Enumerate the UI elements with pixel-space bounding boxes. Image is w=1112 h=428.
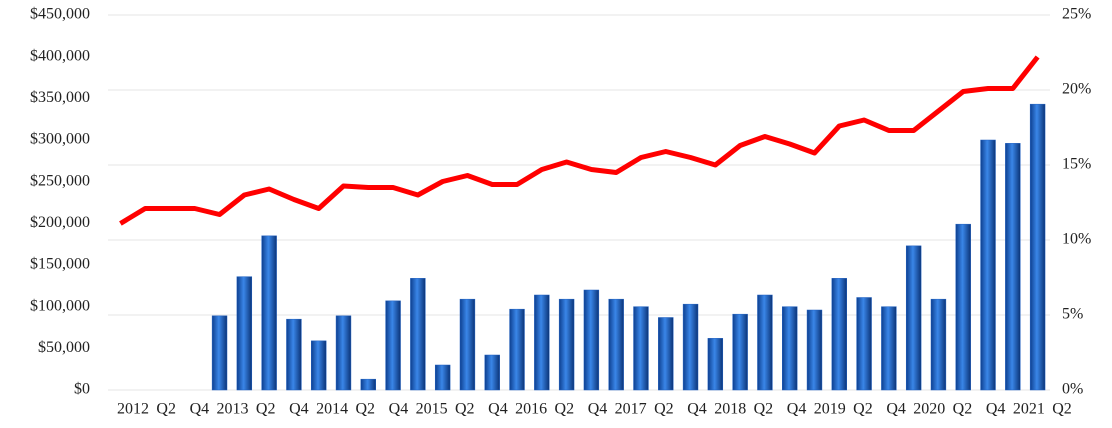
bar [757,294,773,391]
bar [1005,143,1021,391]
x-tick-label: Q2 [754,401,774,418]
bar [806,309,823,391]
x-tick-label: Q2 [1052,401,1072,418]
y2-tick-label: 5% [1062,306,1083,323]
bar [434,364,451,391]
bar [905,245,922,391]
bar [955,223,971,391]
y2-tick-label: 0% [1062,381,1083,398]
y-tick-label: $100,000 [30,297,90,314]
x-tick-label: Q2 [355,401,375,418]
y-tick-label: $200,000 [30,214,90,231]
bar [385,300,401,391]
x-tick-label: Q4 [190,401,210,418]
y-tick-label: $0 [74,381,90,398]
bar [608,298,624,391]
line [119,55,1040,226]
bar [211,315,228,391]
x-tick-label: 2014 [316,401,348,418]
x-tick-label: 2019 [814,401,846,418]
x-tick-label: Q2 [555,401,575,418]
x-tick-label: 2016 [515,401,547,418]
bar [881,306,897,391]
bar [360,378,376,391]
y2-tick-label: 15% [1062,156,1091,173]
x-tick-label: Q4 [588,401,608,418]
x-tick-label: Q2 [455,401,475,418]
bar [707,338,724,391]
bar [1029,103,1046,391]
x-tick-label: Q2 [256,401,276,418]
x-tick-label: Q4 [289,401,309,418]
bar [558,298,575,391]
y-tick-label: $350,000 [30,89,90,106]
bar [509,308,525,391]
x-tick-label: Q2 [853,401,873,418]
x-tick-label: Q2 [156,401,176,418]
bar [484,354,500,391]
y-tick-label: $400,000 [30,47,90,64]
bar [583,289,600,391]
bar [980,139,996,391]
bar [831,278,847,391]
bar [261,235,277,391]
y2-tick-label: 25% [1062,6,1091,23]
x-tick-label: 2018 [714,401,746,418]
bar [782,306,798,391]
y-tick-label: $450,000 [30,6,90,23]
bar [930,298,947,391]
bar [335,315,352,391]
x-tick-label: 2012 [117,401,149,418]
x-tick-label: 2017 [615,401,647,418]
bar [682,303,699,391]
bar [633,306,649,391]
y2-tick-label: 10% [1062,231,1091,248]
x-tick-label: 2013 [217,401,249,418]
bar [459,298,476,391]
x-tick-label: 2020 [913,401,945,418]
bar [534,294,550,391]
x-tick-label: Q2 [654,401,674,418]
x-tick-label: Q4 [886,401,906,418]
bar [236,276,253,391]
x-tick-label: 2021 [1013,401,1045,418]
y-tick-label: $150,000 [30,256,90,273]
y-tick-label: $50,000 [38,339,90,356]
x-tick-label: Q4 [389,401,409,418]
bar [311,340,327,391]
y-tick-label: $300,000 [30,131,90,148]
bar [410,278,426,391]
x-tick-label: Q4 [687,401,707,418]
bar [732,313,748,391]
x-tick-label: Q4 [787,401,807,418]
y2-tick-label: 20% [1062,81,1091,98]
x-tick-label: 2015 [416,401,448,418]
x-tick-label: Q4 [986,401,1006,418]
bar [286,318,302,391]
y-tick-label: $250,000 [30,172,90,189]
x-tick-label: Q2 [953,401,973,418]
bar [856,297,872,391]
bar [658,317,674,391]
x-tick-label: Q4 [488,401,508,418]
